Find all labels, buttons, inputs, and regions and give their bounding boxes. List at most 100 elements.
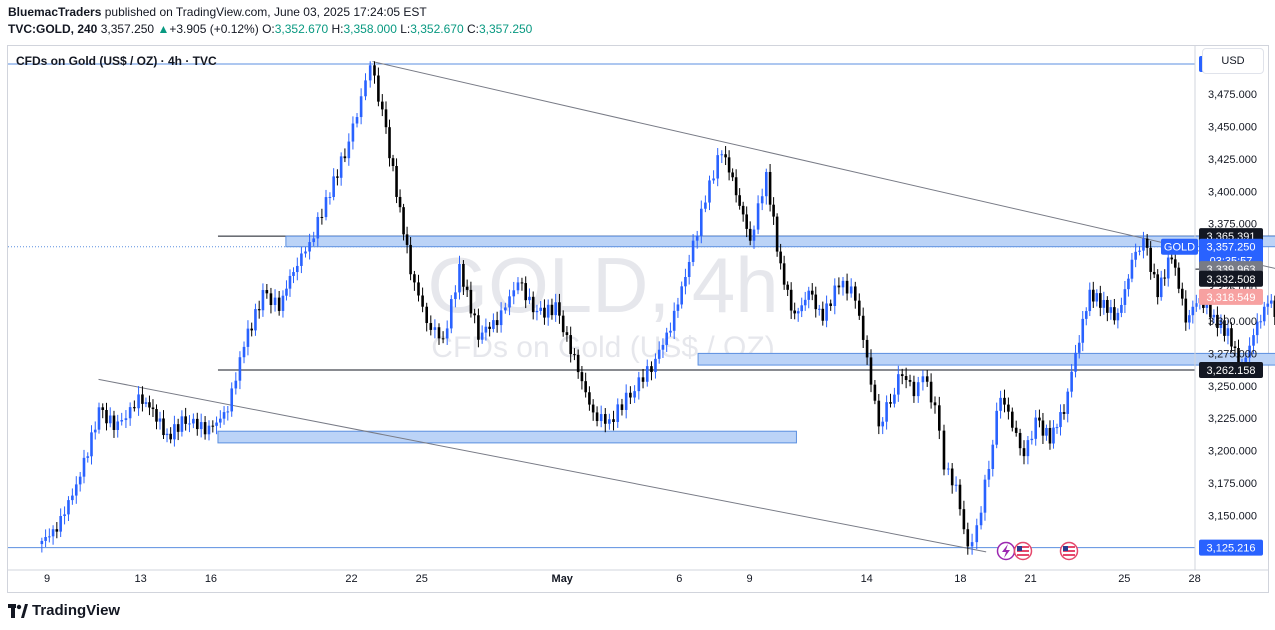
price-tick-label: 3,250.000 xyxy=(1208,381,1257,393)
time-axis[interactable]: 913162225May691418212528Jun4811 xyxy=(8,569,1275,585)
chart-title[interactable]: CFDs on Gold (US$ / OZ) · 4h · TVC xyxy=(16,54,217,68)
candle-body xyxy=(669,330,672,333)
time-tick-label: 25 xyxy=(416,573,428,585)
candle-body xyxy=(661,344,665,350)
candle-body xyxy=(708,180,711,203)
candle-body xyxy=(242,346,246,358)
time-tick-label: 25 xyxy=(1118,573,1130,585)
candle-body xyxy=(796,311,800,314)
us-flag-event-icon-2-stripe xyxy=(1063,548,1075,550)
candle-body xyxy=(324,197,328,218)
candle-body xyxy=(1177,267,1181,289)
candle-body xyxy=(230,388,234,412)
candle-body xyxy=(1102,299,1106,308)
price-axis[interactable]: 3,150.000 3,175.000 3,200.000 3,225.000 3,25… xyxy=(1194,46,1257,570)
candle-body xyxy=(1195,303,1198,307)
candle-body xyxy=(1233,346,1237,348)
tradingview-brand[interactable]: TradingView xyxy=(8,602,120,619)
price-label-text: 3,125.216 xyxy=(1207,543,1256,555)
candle-body xyxy=(359,96,363,118)
candle-body xyxy=(71,495,74,501)
candle-body xyxy=(120,420,124,422)
candle-body xyxy=(90,432,93,457)
candle-body xyxy=(752,229,756,241)
candle-body xyxy=(51,529,55,537)
candle-body xyxy=(1066,391,1070,414)
candle-body xyxy=(347,141,351,159)
open-label: O: xyxy=(262,22,275,36)
candle-body xyxy=(1014,427,1018,433)
candle-body xyxy=(745,214,748,229)
candle-body xyxy=(364,80,367,97)
published-text: published on TradingView.com, June 03, 2… xyxy=(104,5,427,19)
candle-body xyxy=(158,418,162,422)
candle-body xyxy=(803,299,807,306)
candle-body xyxy=(853,286,857,301)
candle-body xyxy=(373,65,376,76)
candle-body xyxy=(508,296,511,308)
candle-body xyxy=(629,392,632,398)
candle-body xyxy=(591,404,595,413)
publish-info: BluemacTraders published on TradingView.… xyxy=(8,5,427,19)
candle-body xyxy=(1026,440,1030,457)
candle-body xyxy=(580,372,584,382)
us-flag-event-icon-stripes xyxy=(1017,546,1029,556)
candle-body xyxy=(1003,397,1006,405)
candle-body xyxy=(946,468,950,470)
candle-body xyxy=(531,296,535,313)
candle-body xyxy=(63,514,66,517)
candle-body xyxy=(908,380,912,382)
candle-body xyxy=(889,402,892,404)
candle-body xyxy=(869,357,873,385)
candle-body xyxy=(339,156,343,178)
candle-body xyxy=(391,158,395,166)
candle-body xyxy=(1248,345,1251,358)
candle-body xyxy=(865,339,869,358)
candle-body xyxy=(1159,277,1163,298)
candle-body xyxy=(288,275,292,289)
candle-body xyxy=(861,315,865,340)
candle-body xyxy=(40,540,44,545)
candle-body xyxy=(760,196,764,204)
candle-body xyxy=(716,155,719,179)
candle-body xyxy=(975,525,979,543)
currency-button[interactable]: USD xyxy=(1202,48,1264,74)
candle-body xyxy=(691,240,695,262)
candle-body xyxy=(731,172,734,178)
candle-body xyxy=(756,203,760,230)
supply-zone xyxy=(285,235,1275,248)
candle-body xyxy=(78,476,82,485)
high-value: 3,358.000 xyxy=(343,22,397,36)
close-label: C: xyxy=(466,22,479,36)
candle-body xyxy=(1209,303,1212,318)
candle-body xyxy=(608,419,611,424)
candle-body xyxy=(1045,427,1048,436)
candle-body xyxy=(1088,289,1092,312)
candle-body xyxy=(921,376,925,383)
candle-body xyxy=(1255,321,1259,336)
candle-body xyxy=(188,423,191,425)
candle-body xyxy=(82,457,86,477)
price-label-text: 3,318.549 xyxy=(1207,292,1256,304)
candle-body xyxy=(782,263,786,285)
candle-body xyxy=(1269,300,1273,304)
candle-body xyxy=(734,177,738,196)
candle-body xyxy=(445,328,449,339)
drawings-layer[interactable] xyxy=(8,61,1275,553)
candle-body xyxy=(958,484,962,510)
candle-body xyxy=(199,422,203,430)
candle-body xyxy=(312,238,315,243)
candle-body xyxy=(1163,277,1167,279)
candle-body xyxy=(316,216,320,239)
candle-body xyxy=(657,349,661,359)
low-label: L: xyxy=(400,22,411,36)
candle-body xyxy=(380,101,384,110)
time-tick-label: 9 xyxy=(44,573,50,585)
candle-body xyxy=(48,536,51,538)
candle-body xyxy=(641,377,645,382)
price-label-box xyxy=(1199,270,1263,287)
event-icons[interactable] xyxy=(996,541,1079,561)
publisher-name[interactable]: BluemacTraders xyxy=(8,5,102,19)
candle-body xyxy=(351,123,355,142)
